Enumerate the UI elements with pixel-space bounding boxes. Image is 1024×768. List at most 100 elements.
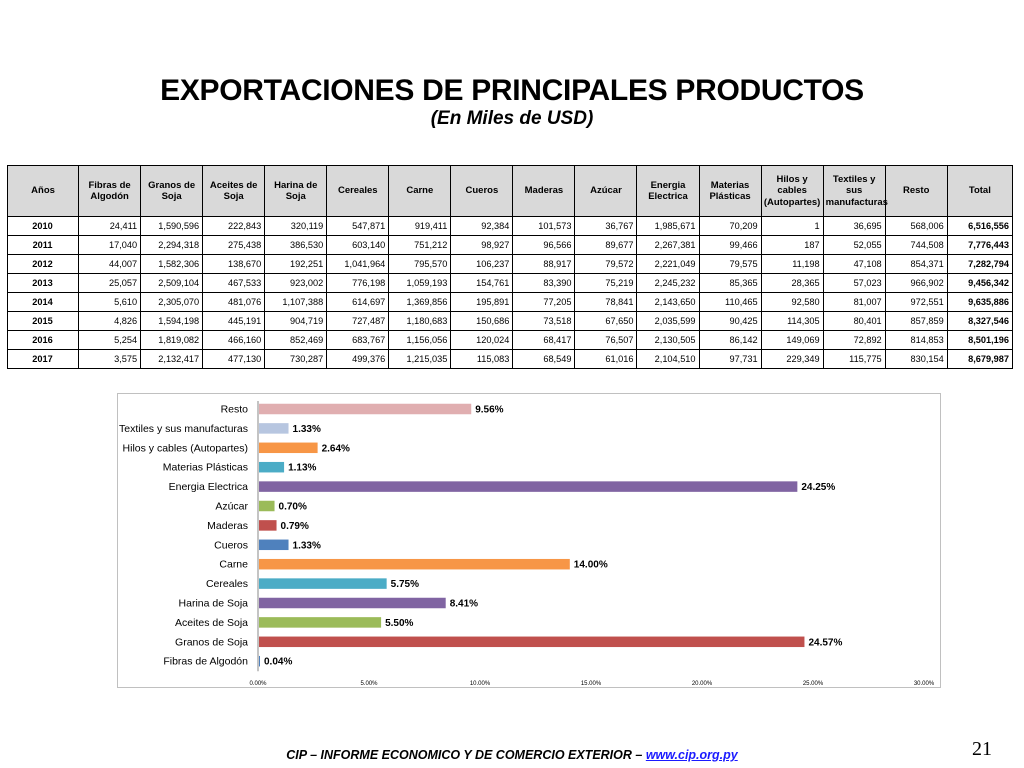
data-label: 5.75% xyxy=(391,579,419,590)
bar xyxy=(259,636,805,648)
table-cell: 149,069 xyxy=(760,330,824,350)
table-cell: 2,221,049 xyxy=(636,254,700,274)
table-cell: 61,016 xyxy=(574,349,638,369)
total-cell: 8,327,546 xyxy=(946,311,1013,331)
table-row: 2015 4,826 1,594,198 445,191 904,719 727,487 1… xyxy=(7,311,1013,331)
x-tick-label: 30.00% xyxy=(914,681,935,687)
table-cell: 320,119 xyxy=(264,216,328,236)
table-header-row: Años Fibras de Algodón Granos de Soja Aceit… xyxy=(7,165,1013,217)
column-header: Maderas xyxy=(512,165,576,217)
year-cell: 2017 xyxy=(7,349,80,369)
table-cell: 1,215,035 xyxy=(388,349,452,369)
table-cell: 85,365 xyxy=(698,273,762,293)
total-cell: 9,456,342 xyxy=(946,273,1013,293)
x-tick-label: 25.00% xyxy=(803,681,824,687)
x-tick-label: 15.00% xyxy=(581,681,602,687)
table-cell: 83,390 xyxy=(512,273,576,293)
category-label: Materias Plásticas xyxy=(163,462,248,474)
table-cell: 24,411 xyxy=(78,216,142,236)
table-cell: 98,927 xyxy=(450,235,514,255)
bar xyxy=(259,597,446,609)
table-cell: 477,130 xyxy=(202,349,266,369)
table-cell: 57,023 xyxy=(822,273,886,293)
category-label: Cereales xyxy=(206,578,248,590)
bar xyxy=(259,403,472,415)
x-tick-label: 0.00% xyxy=(249,681,267,687)
table-cell: 1 xyxy=(760,216,824,236)
bar xyxy=(259,442,318,454)
bar xyxy=(259,500,275,512)
data-label: 8.41% xyxy=(450,599,478,610)
table-cell: 568,006 xyxy=(884,216,948,236)
data-label: 14.00% xyxy=(574,560,608,571)
category-label: Fibras de Algodón xyxy=(163,656,248,668)
table-cell: 857,859 xyxy=(884,311,948,331)
table-cell: 2,104,510 xyxy=(636,349,700,369)
table-cell: 75,219 xyxy=(574,273,638,293)
table-cell: 972,551 xyxy=(884,292,948,312)
table-cell: 78,841 xyxy=(574,292,638,312)
table-cell: 154,761 xyxy=(450,273,514,293)
table-cell: 114,305 xyxy=(760,311,824,331)
table-cell: 1,369,856 xyxy=(388,292,452,312)
table-cell: 3,575 xyxy=(78,349,142,369)
table-cell: 52,055 xyxy=(822,235,886,255)
table-cell: 192,251 xyxy=(264,254,328,274)
table-cell: 1,819,082 xyxy=(140,330,204,350)
category-label: Cueros xyxy=(214,539,248,551)
bar xyxy=(259,539,289,551)
table-cell: 2,035,599 xyxy=(636,311,700,331)
total-cell: 9,635,886 xyxy=(946,292,1013,312)
data-label: 0.79% xyxy=(281,521,309,532)
table-cell: 547,871 xyxy=(326,216,390,236)
table-cell: 101,573 xyxy=(512,216,576,236)
bar xyxy=(259,461,285,473)
table-cell: 80,401 xyxy=(822,311,886,331)
category-label: Azúcar xyxy=(215,501,248,513)
x-tick-label: 5.00% xyxy=(360,681,378,687)
data-label: 9.56% xyxy=(475,405,503,416)
footer: CIP – INFORME ECONOMICO Y DE COMERCIO EX… xyxy=(0,748,1024,762)
table-cell: 97,731 xyxy=(698,349,762,369)
table-cell: 79,575 xyxy=(698,254,762,274)
category-label: Maderas xyxy=(207,520,248,532)
table-cell: 229,349 xyxy=(760,349,824,369)
category-label: Carne xyxy=(219,559,248,571)
total-cell: 7,776,443 xyxy=(946,235,1013,255)
bar xyxy=(259,578,387,589)
table-cell: 795,570 xyxy=(388,254,452,274)
column-header: Energia Electrica xyxy=(636,165,700,217)
table-cell: 36,695 xyxy=(822,216,886,236)
table-cell: 4,826 xyxy=(78,311,142,331)
slide-title: EXPORTACIONES DE PRINCIPALES PRODUCTOS xyxy=(160,74,864,107)
category-label: Granos de Soja xyxy=(175,636,248,648)
data-label: 5.50% xyxy=(385,618,413,629)
column-header: Carne xyxy=(388,165,452,217)
table-cell: 2,509,104 xyxy=(140,273,204,293)
column-header: Hilos y cables (Autopartes) xyxy=(760,165,824,217)
table-cell: 2,267,381 xyxy=(636,235,700,255)
table-cell: 86,142 xyxy=(698,330,762,350)
year-cell: 2016 xyxy=(7,330,80,350)
column-header: Granos de Soja xyxy=(140,165,204,217)
table-cell: 92,580 xyxy=(760,292,824,312)
table-cell: 1,107,388 xyxy=(264,292,328,312)
table-cell: 17,040 xyxy=(78,235,142,255)
table-cell: 744,508 xyxy=(884,235,948,255)
data-label: 0.70% xyxy=(279,502,307,513)
table-cell: 72,892 xyxy=(822,330,886,350)
table-cell: 1,590,596 xyxy=(140,216,204,236)
table-cell: 1,041,964 xyxy=(326,254,390,274)
data-label: 24.25% xyxy=(801,482,835,493)
table-cell: 138,670 xyxy=(202,254,266,274)
exports-table-container: Años Fibras de Algodón Granos de Soja Aceit… xyxy=(7,165,1013,370)
exports-table: Años Fibras de Algodón Granos de Soja Aceit… xyxy=(7,165,1013,369)
table-cell: 120,024 xyxy=(450,330,514,350)
table-cell: 1,059,193 xyxy=(388,273,452,293)
table-cell: 150,686 xyxy=(450,311,514,331)
share-bar-chart: Resto 9.56% Textiles y sus manufacturas 1.3… xyxy=(117,393,941,688)
table-cell: 466,160 xyxy=(202,330,266,350)
footer-link[interactable]: www.cip.org.py xyxy=(645,748,738,762)
table-cell: 44,007 xyxy=(78,254,142,274)
category-label: Harina de Soja xyxy=(179,598,249,610)
